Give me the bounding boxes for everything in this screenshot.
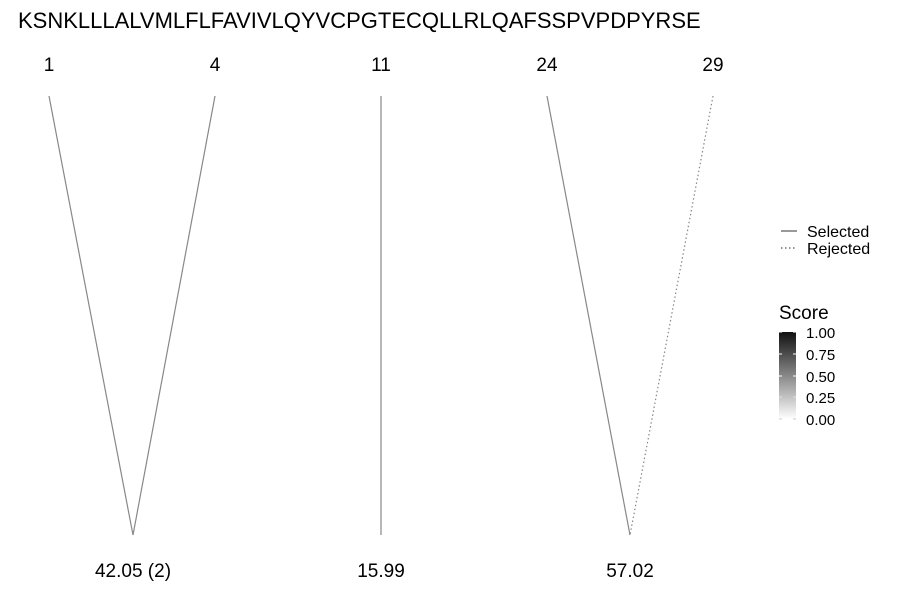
score-tick-label: 0.25 bbox=[806, 390, 835, 407]
legend-label-rejected: Rejected bbox=[807, 241, 870, 258]
position-label: 4 bbox=[210, 55, 221, 76]
fragment-score-label: 15.99 bbox=[357, 561, 405, 582]
score-colorbar bbox=[779, 332, 796, 419]
position-label: 29 bbox=[702, 55, 723, 76]
link-line-rejected bbox=[629, 95, 714, 536]
link-line-selected bbox=[546, 95, 631, 536]
score-tick-label: 1.00 bbox=[806, 325, 835, 342]
fragment-links bbox=[48, 95, 714, 536]
fragment-score-labels: 42.05 (2) 15.99 57.02 bbox=[95, 561, 654, 582]
line-style-legend: Selected Rejected bbox=[781, 224, 870, 258]
legend-label-selected: Selected bbox=[807, 224, 869, 241]
score-scale: Score 1.00 0.75 0.50 0.25 0.00 bbox=[779, 303, 835, 429]
position-label: 1 bbox=[44, 55, 55, 76]
fragment-score-label: 42.05 (2) bbox=[95, 561, 171, 582]
link-line-selected bbox=[132, 95, 216, 536]
position-labels: 1 4 11 24 29 bbox=[44, 55, 724, 76]
score-scale-title: Score bbox=[779, 303, 829, 324]
score-scale-ticks bbox=[779, 331, 796, 420]
position-label: 11 bbox=[371, 55, 391, 76]
position-label: 24 bbox=[536, 55, 558, 76]
score-tick-label: 0.75 bbox=[806, 347, 835, 364]
sequence-text: KSNKLLLALVMLFLFAVIVLQYVCPGTECQLLRLQAFSSP… bbox=[18, 8, 701, 33]
fragment-score-label: 57.02 bbox=[606, 561, 654, 582]
score-tick-label: 0.50 bbox=[806, 369, 835, 386]
score-tick-label: 0.00 bbox=[806, 412, 835, 429]
link-line-selected bbox=[48, 95, 134, 536]
